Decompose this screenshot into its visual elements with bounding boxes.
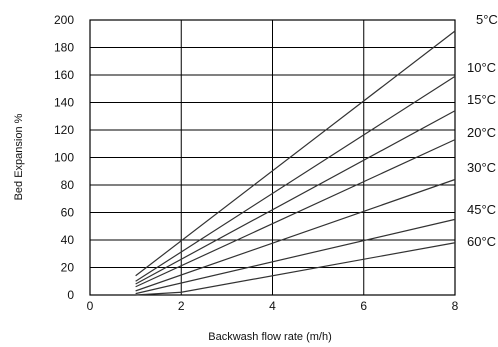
y-tick-label: 160 [54,68,74,82]
series-line [135,139,456,288]
plot-frame [89,19,456,296]
series-lines [135,30,456,296]
series-label: 45°C [467,202,496,217]
series-label: 15°C [467,92,496,107]
y-tick-label: 200 [54,13,74,27]
x-tick-label: 6 [360,299,367,313]
y-tick-label: 100 [54,151,74,165]
series-line [135,30,456,277]
series-line [135,178,456,292]
series-line [135,75,456,282]
y-tick-label: 40 [61,233,75,247]
x-axis-label: Backwash flow rate (m/h) [208,331,331,343]
series-line [135,110,456,285]
x-tick-label: 2 [178,299,185,313]
series-label: 60°C [467,234,496,249]
series-line [135,242,456,296]
series-label: 30°C [467,160,496,175]
y-tick-label: 0 [67,288,74,302]
series-label: 10°C [467,60,496,75]
y-tick-label: 60 [61,206,75,220]
tick-labels: 0 20 40 60 80 100 120 140 160 180 200 0 2 4 6 8 [54,13,459,313]
y-tick-label: 80 [61,178,75,192]
y-axis-label: Bed Expansion % [13,113,25,200]
x-tick-label: 8 [452,299,459,313]
y-tick-label: 20 [61,261,75,275]
y-tick-label: 180 [54,41,74,55]
x-tick-label: 0 [87,299,94,313]
x-tick-label: 4 [269,299,276,313]
series-line [135,218,456,295]
series-label: 20°C [467,125,496,140]
series-labels: 5°C 10°C 15°C 20°C 30°C 45°C 60°C [467,12,498,249]
y-tick-label: 140 [54,96,74,110]
series-label: 5°C [476,12,498,27]
y-tick-label: 120 [54,123,74,137]
grid [89,19,456,296]
